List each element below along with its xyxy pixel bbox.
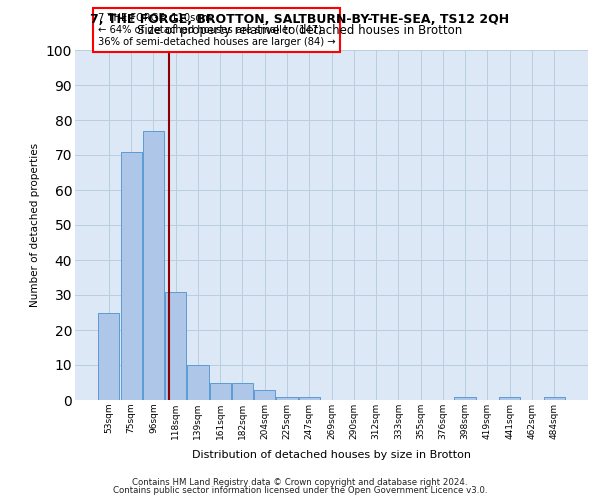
Bar bbox=[98, 312, 119, 400]
Text: 7, THE FORGE, BROTTON, SALTBURN-BY-THE-SEA, TS12 2QH: 7, THE FORGE, BROTTON, SALTBURN-BY-THE-S… bbox=[91, 13, 509, 26]
Bar bbox=[299, 396, 320, 400]
X-axis label: Distribution of detached houses by size in Brotton: Distribution of detached houses by size … bbox=[192, 450, 471, 460]
Bar bbox=[121, 152, 142, 400]
Bar bbox=[454, 396, 476, 400]
Bar bbox=[209, 382, 231, 400]
Y-axis label: Number of detached properties: Number of detached properties bbox=[30, 143, 40, 307]
Bar bbox=[143, 130, 164, 400]
Text: Size of property relative to detached houses in Brotton: Size of property relative to detached ho… bbox=[137, 24, 463, 37]
Text: Contains HM Land Registry data © Crown copyright and database right 2024.: Contains HM Land Registry data © Crown c… bbox=[132, 478, 468, 487]
Bar bbox=[254, 390, 275, 400]
Text: 7 THE FORGE: 110sqm
← 64% of detached houses are smaller (147)
36% of semi-detac: 7 THE FORGE: 110sqm ← 64% of detached ho… bbox=[98, 14, 335, 46]
Text: Contains public sector information licensed under the Open Government Licence v3: Contains public sector information licen… bbox=[113, 486, 487, 495]
Bar bbox=[165, 292, 186, 400]
Bar bbox=[187, 365, 209, 400]
Bar bbox=[544, 396, 565, 400]
Bar bbox=[232, 382, 253, 400]
Bar bbox=[499, 396, 520, 400]
Bar bbox=[277, 396, 298, 400]
